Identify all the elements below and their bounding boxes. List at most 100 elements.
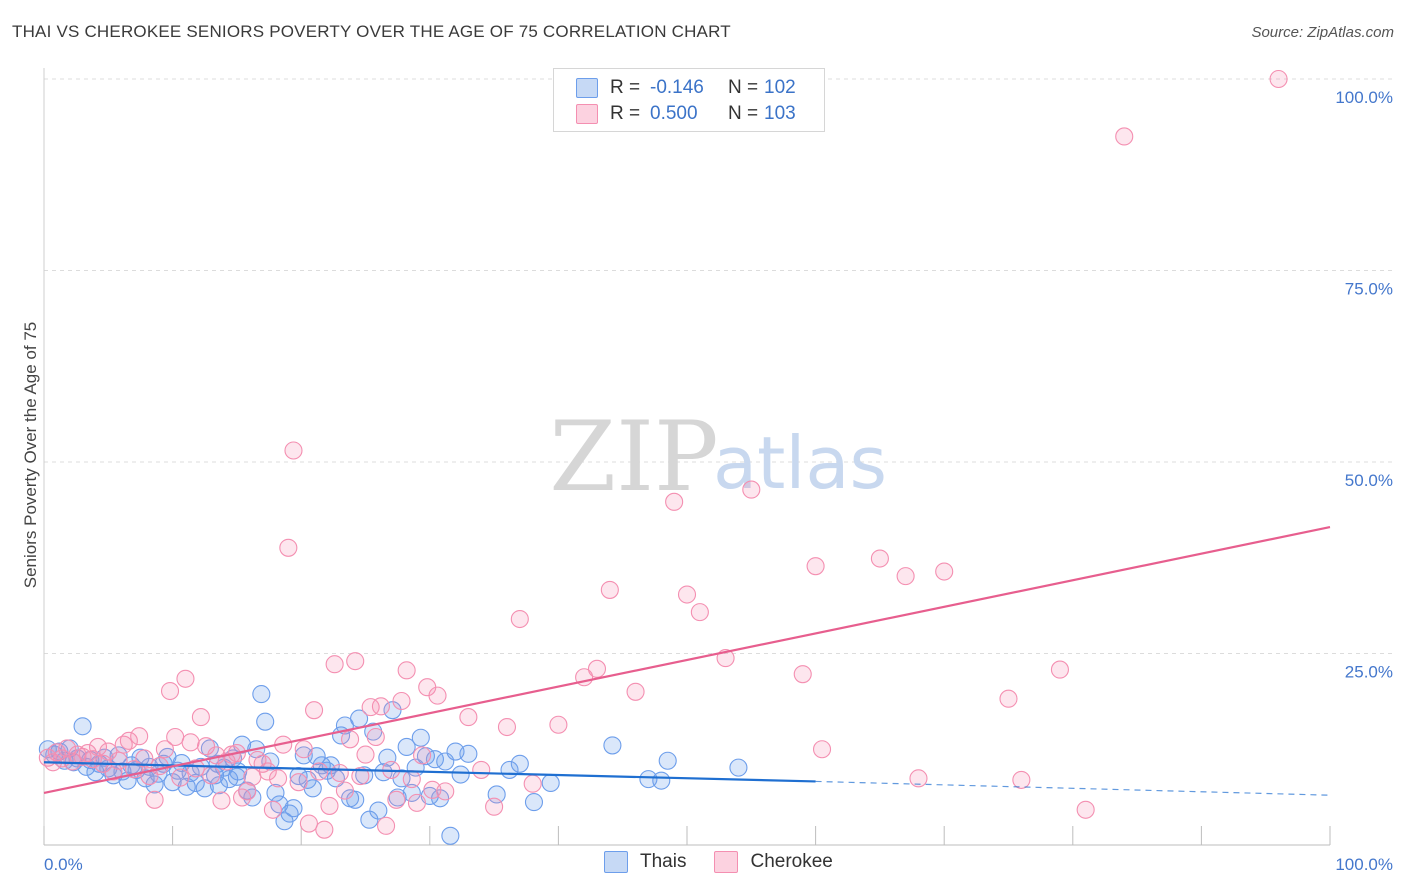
y-tick-label: 100.0%: [1335, 88, 1393, 107]
data-point: [626, 682, 645, 701]
data-point: [73, 717, 92, 736]
data-point: [191, 708, 210, 727]
bottom-legend-swatch-cherokee: [714, 851, 739, 873]
data-point: [510, 754, 529, 773]
data-point: [256, 712, 275, 731]
x-tick-label: 100.0%: [1335, 855, 1393, 874]
data-point: [294, 740, 313, 759]
data-point: [587, 659, 607, 678]
data-point: [269, 769, 288, 788]
data-point: [361, 698, 380, 717]
data-point: [310, 762, 329, 781]
data-point: [541, 773, 560, 793]
data-point: [485, 797, 504, 816]
data-point: [459, 708, 478, 727]
data-point: [549, 715, 568, 734]
data-point: [119, 731, 138, 750]
bottom-legend-swatch-thais: [604, 851, 628, 873]
y-tick-label: 75.0%: [1345, 280, 1393, 299]
data-point: [742, 480, 761, 499]
source-label: Source: ZipAtlas.com: [1251, 24, 1394, 41]
data-point: [346, 652, 365, 671]
data-point: [896, 567, 915, 586]
legend-row-thais: R = -0.146 N = 102: [576, 76, 796, 100]
legend-n-label: N =: [728, 103, 759, 124]
data-point: [603, 736, 622, 755]
data-point: [1050, 660, 1069, 679]
data-point: [909, 769, 928, 788]
data-point: [320, 796, 339, 815]
data-point: [325, 655, 344, 674]
legend-row-cherokee: R = 0.500 N = 103: [576, 102, 796, 126]
data-point: [793, 665, 812, 684]
data-point: [387, 790, 406, 809]
data-point: [212, 791, 231, 810]
data-point: [397, 661, 416, 680]
data-point: [1115, 127, 1134, 146]
legend: R = -0.146 N = 102 R = 0.500 N = 103: [553, 68, 825, 132]
data-point: [1012, 770, 1031, 789]
data-point: [177, 777, 196, 796]
data-point: [870, 549, 889, 568]
data-point: [1076, 800, 1095, 819]
y-tick-label: 25.0%: [1345, 663, 1393, 682]
trend-lines: [43, 526, 1331, 796]
data-point: [196, 737, 216, 756]
data-point: [227, 767, 246, 786]
data-point: [1269, 69, 1288, 89]
data-point: [524, 793, 544, 812]
legend-swatch-thais: [576, 78, 598, 98]
bottom-legend-label-thais: Thais: [640, 851, 687, 872]
data-point: [690, 603, 709, 622]
watermark-zip: ZIP: [549, 401, 718, 513]
data-point: [202, 766, 221, 785]
legend-swatch-cherokee: [576, 104, 598, 124]
data-point: [397, 737, 416, 757]
data-point: [411, 728, 430, 747]
data-point: [299, 814, 318, 833]
data-point: [335, 781, 354, 800]
chart-title: THAI VS CHEROKEE SENIORS POVERTY OVER TH…: [12, 22, 731, 41]
data-point: [402, 770, 421, 789]
data-point: [252, 685, 271, 704]
data-point: [341, 730, 360, 749]
data-point: [413, 746, 432, 765]
trend-line-thais-extension: [815, 780, 1331, 796]
data-point: [812, 740, 832, 759]
legend-n-label: N =: [728, 77, 759, 98]
data-point: [999, 689, 1018, 708]
legend-r-label: R =: [610, 77, 641, 98]
x-tick-label: 0.0%: [44, 855, 83, 874]
data-point: [459, 744, 478, 763]
data-point: [510, 609, 529, 629]
data-point: [356, 745, 375, 764]
bottom-legend-cherokee: Cherokee: [714, 851, 833, 873]
legend-n-value: 103: [764, 103, 796, 124]
grid-lines: [44, 78, 1393, 654]
axes: [43, 68, 1331, 846]
legend-n-value: 102: [764, 77, 796, 98]
data-point: [160, 681, 180, 701]
bottom-legend-label-cherokee: Cherokee: [750, 851, 833, 872]
data-point: [366, 727, 385, 747]
legend-r-value: 0.500: [650, 103, 698, 124]
bottom-legend-thais: Thais: [604, 851, 686, 873]
data-point: [155, 740, 174, 759]
data-point: [130, 727, 149, 746]
data-point: [665, 492, 684, 511]
data-point: [402, 783, 421, 802]
data-point: [99, 742, 118, 761]
data-point: [369, 801, 388, 820]
data-point: [209, 776, 228, 795]
data-point: [658, 751, 677, 770]
data-point: [523, 774, 542, 793]
data-point: [441, 826, 460, 845]
data-point: [652, 771, 671, 790]
data-point: [392, 691, 411, 711]
trend-line-cherokee: [43, 526, 1331, 794]
data-point: [109, 751, 128, 770]
data-point: [171, 768, 190, 787]
data-point: [263, 800, 282, 819]
data-point: [428, 686, 447, 705]
